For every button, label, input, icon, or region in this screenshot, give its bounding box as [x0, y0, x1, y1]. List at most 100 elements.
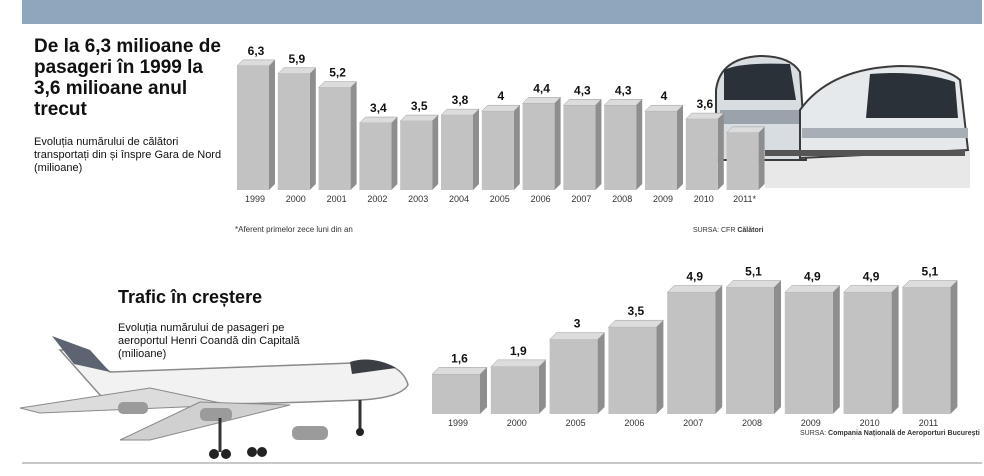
chart1-value-label: 3,6: [696, 97, 713, 111]
chart2-bar-side: [832, 285, 840, 414]
chart1-bar-side: [391, 117, 398, 190]
bottom-rule: [22, 462, 982, 464]
chart1-bar: [563, 105, 596, 190]
chart2-value-label: 4,9: [804, 269, 821, 283]
chart2-bar: [843, 292, 892, 414]
chart1-bar-top: [725, 126, 766, 134]
chart2-category-label: 2000: [507, 418, 527, 428]
chart1-category-label: 2006: [531, 194, 551, 204]
chart2-bar: [902, 287, 951, 414]
chart2-bar-top: [431, 367, 488, 375]
chart1-bar: [645, 111, 677, 190]
chart2-bar: [549, 339, 598, 414]
chart1-footnote: *Aferent primelor zece luni din an: [235, 225, 353, 234]
source1-name: Călători: [737, 227, 764, 234]
chart2-value-label: 3: [574, 317, 581, 331]
chart1-bar-side: [595, 99, 602, 190]
chart1-bar-top: [562, 99, 603, 106]
chart1-bar-top: [358, 116, 399, 124]
chart1-category-label: 1999: [245, 194, 265, 204]
chart1-value-label: 5,9: [288, 52, 305, 66]
chart1-bar-side: [432, 115, 439, 190]
chart2-subtitle: Evoluția numărului de pasageri pe aeropo…: [118, 322, 300, 360]
chart1-bar-side: [758, 126, 765, 190]
chart1-category-label: 2001: [327, 194, 347, 204]
chart1-category-label: 2010: [694, 194, 714, 204]
chart1-bar-top: [685, 112, 725, 120]
chart1-category-label: 2004: [449, 194, 469, 204]
chart1-category-label: 2003: [408, 194, 428, 204]
chart2-bar-side: [656, 320, 664, 414]
chart1-bar-side: [513, 105, 520, 190]
chart2-category-label: 2007: [683, 418, 703, 428]
chart1-bar-top: [440, 108, 480, 116]
train-image: [715, 54, 970, 188]
chart2-bar-top: [725, 280, 782, 288]
chart1-title: De la 6,3 milioane de pasageri în 1999 l…: [34, 36, 221, 120]
chart2-bar-top: [490, 359, 547, 368]
top-band: [22, 0, 982, 24]
chart2-category-label: 2005: [566, 418, 586, 428]
chart1-bar-top: [644, 104, 684, 112]
chart2-bar-top: [666, 285, 723, 293]
chart1-bar-side: [554, 97, 561, 190]
chart2-category-label: 2009: [801, 418, 821, 428]
chart1-bar: [726, 132, 759, 190]
source2-name: Compania Națională de Aeroporturi Bucure…: [828, 430, 980, 437]
chart1-bar: [481, 111, 514, 190]
chart1-bar: [685, 119, 718, 190]
chart1-bar-top: [399, 114, 439, 122]
chart1-category-label: 2009: [653, 194, 673, 204]
chart1-bar-side: [309, 67, 316, 190]
chart1-value-label: 6,3: [248, 44, 265, 58]
chart2-category-label: 2010: [860, 418, 880, 428]
chart2-value-label: 4,9: [863, 269, 880, 283]
chart1-bar: [400, 121, 433, 190]
chart1-category-label: 2002: [367, 194, 387, 204]
chart2-value-label: 5,1: [922, 265, 939, 279]
chart1-value-label: 4: [497, 89, 504, 103]
chart2-bar-side: [597, 332, 605, 414]
chart1-bar-side: [350, 81, 357, 190]
chart1-category-label: 2008: [612, 194, 632, 204]
source2-prefix: SURSA:: [800, 430, 829, 437]
chart1-bar-top: [603, 99, 643, 106]
chart2-value-label: 4,9: [686, 269, 703, 283]
chart2-category-label: 2011: [919, 418, 938, 428]
chart1-bar: [277, 73, 310, 190]
chart1-bar: [604, 105, 637, 190]
chart2-category-label: 2008: [742, 418, 762, 428]
chart2-bar: [490, 366, 539, 414]
chart1-bar: [359, 123, 392, 190]
chart2-bar-side: [538, 359, 546, 414]
chart1-bar: [237, 65, 269, 190]
chart1-value-label: 3,4: [370, 101, 387, 115]
chart1-bar-top: [236, 59, 276, 67]
chart2-bar: [726, 287, 774, 414]
chart2-bar: [432, 374, 480, 414]
chart2-source: SURSA: Compania Națională de Aeroporturi…: [800, 430, 980, 437]
chart1-subtitle: Evoluția numărului de călători transport…: [34, 136, 222, 174]
chart1-bar: [522, 103, 555, 190]
chart1-value-label: 4,4: [533, 81, 550, 95]
chart2-bar-top: [842, 285, 900, 293]
chart2-bar-top: [548, 332, 606, 340]
chart1-category-label: 2011*: [733, 194, 756, 204]
chart2-value-label: 5,1: [745, 265, 762, 279]
chart2-category-label: 2006: [624, 418, 644, 428]
chart2-bar-top: [607, 319, 665, 328]
chart2-value-label: 1,6: [451, 351, 468, 365]
chart1-bar-side: [473, 109, 479, 190]
chart1-bar-side: [269, 59, 275, 190]
chart1-bar-top: [277, 67, 317, 75]
chart2-bar: [784, 292, 833, 414]
chart2-value-label: 3,5: [628, 304, 645, 318]
chart1-bar-side: [717, 113, 724, 190]
chart2-category-label: 1999: [448, 418, 468, 428]
source1-prefix: SURSA: CFR: [693, 227, 738, 234]
chart1-category-label: 2007: [571, 194, 591, 204]
chart2-bar: [608, 327, 657, 414]
chart1-value-label: 5,2: [329, 66, 346, 80]
